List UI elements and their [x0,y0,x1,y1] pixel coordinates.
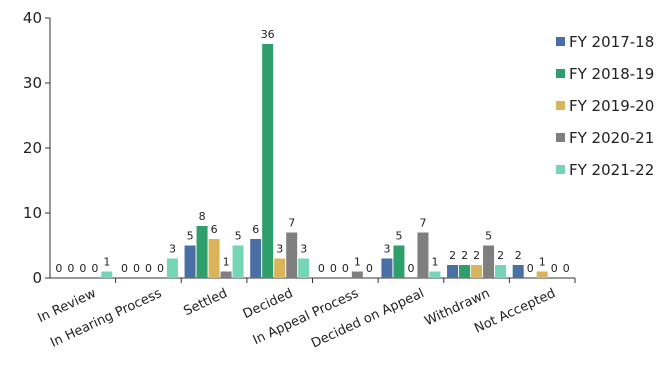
y-tick-label: 20 [23,139,42,157]
legend: FY 2017-18 FY 2018-19 FY 2019-20 FY 2020-21… [556,33,654,179]
data-label: 0 [366,262,373,275]
legend-label: FY 2017-18 [569,33,654,51]
y-axis: 0 10 20 30 40 [23,9,51,287]
data-label: 0 [318,262,325,275]
legend-swatch [556,37,565,46]
data-label: 5 [395,230,402,243]
data-label: 3 [383,243,390,256]
data-label: 2 [497,249,504,262]
data-label: 2 [473,249,480,262]
bar [262,44,274,278]
bar [429,271,441,278]
bar [459,265,471,278]
data-label: 0 [133,262,140,275]
legend-label: FY 2018-19 [569,65,654,83]
data-label: 1 [431,256,438,269]
data-label: 3 [276,243,283,256]
x-tick-label: Settled [181,286,229,319]
bar [274,258,286,278]
bar [208,239,220,278]
data-label: 0 [91,262,98,275]
bar [250,239,262,278]
legend-swatch [556,165,565,174]
data-label: 1 [354,256,361,269]
bar [196,226,208,278]
data-label: 36 [261,28,275,41]
legend-swatch [556,101,565,110]
bar [232,245,244,278]
bar [381,258,393,278]
data-label: 2 [461,249,468,262]
data-label: 6 [252,223,259,236]
bar [417,232,429,278]
bar [166,258,178,278]
data-label: 0 [342,262,349,275]
bar [536,271,548,278]
data-label: 1 [103,256,110,269]
data-label: 0 [157,262,164,275]
bar [298,258,310,278]
bars [101,44,548,278]
bar [512,265,524,278]
data-label: 1 [539,256,546,269]
legend-swatch [556,69,565,78]
y-tick-label: 40 [23,9,42,27]
data-label: 0 [67,262,74,275]
data-label: 0 [79,262,86,275]
data-label: 5 [235,230,242,243]
data-label: 5 [187,230,194,243]
data-label: 0 [563,262,570,275]
data-label: 3 [169,243,176,256]
bar [447,265,459,278]
data-label: 1 [223,256,230,269]
data-label: 7 [288,217,295,230]
bar [184,245,196,278]
bar [471,265,483,278]
data-label: 6 [211,223,218,236]
bar [393,245,405,278]
legend-label: FY 2019-20 [569,97,654,115]
bar [351,271,363,278]
bar [220,271,232,278]
bar [286,232,298,278]
y-tick-label: 0 [32,269,42,287]
bar [495,265,507,278]
data-label: 0 [121,262,128,275]
data-label: 0 [407,262,414,275]
data-label: 3 [300,243,307,256]
legend-label: FY 2020-21 [569,129,654,147]
bar [483,245,495,278]
bar [101,271,113,278]
y-tick-label: 10 [23,204,42,222]
data-label: 0 [330,262,337,275]
data-label: 8 [199,210,206,223]
data-label: 0 [55,262,62,275]
x-tick-label: Decided on Appeal [309,286,427,351]
data-label: 0 [145,262,152,275]
data-label: 0 [527,262,534,275]
data-label: 0 [551,262,558,275]
data-label: 2 [515,249,522,262]
x-tick-label: In Hearing Process [48,286,164,351]
y-tick-label: 30 [23,74,42,92]
data-label: 5 [485,230,492,243]
data-label: 7 [419,217,426,230]
legend-swatch [556,133,565,142]
legend-label: FY 2021-22 [569,161,654,179]
data-label: 2 [449,249,456,262]
